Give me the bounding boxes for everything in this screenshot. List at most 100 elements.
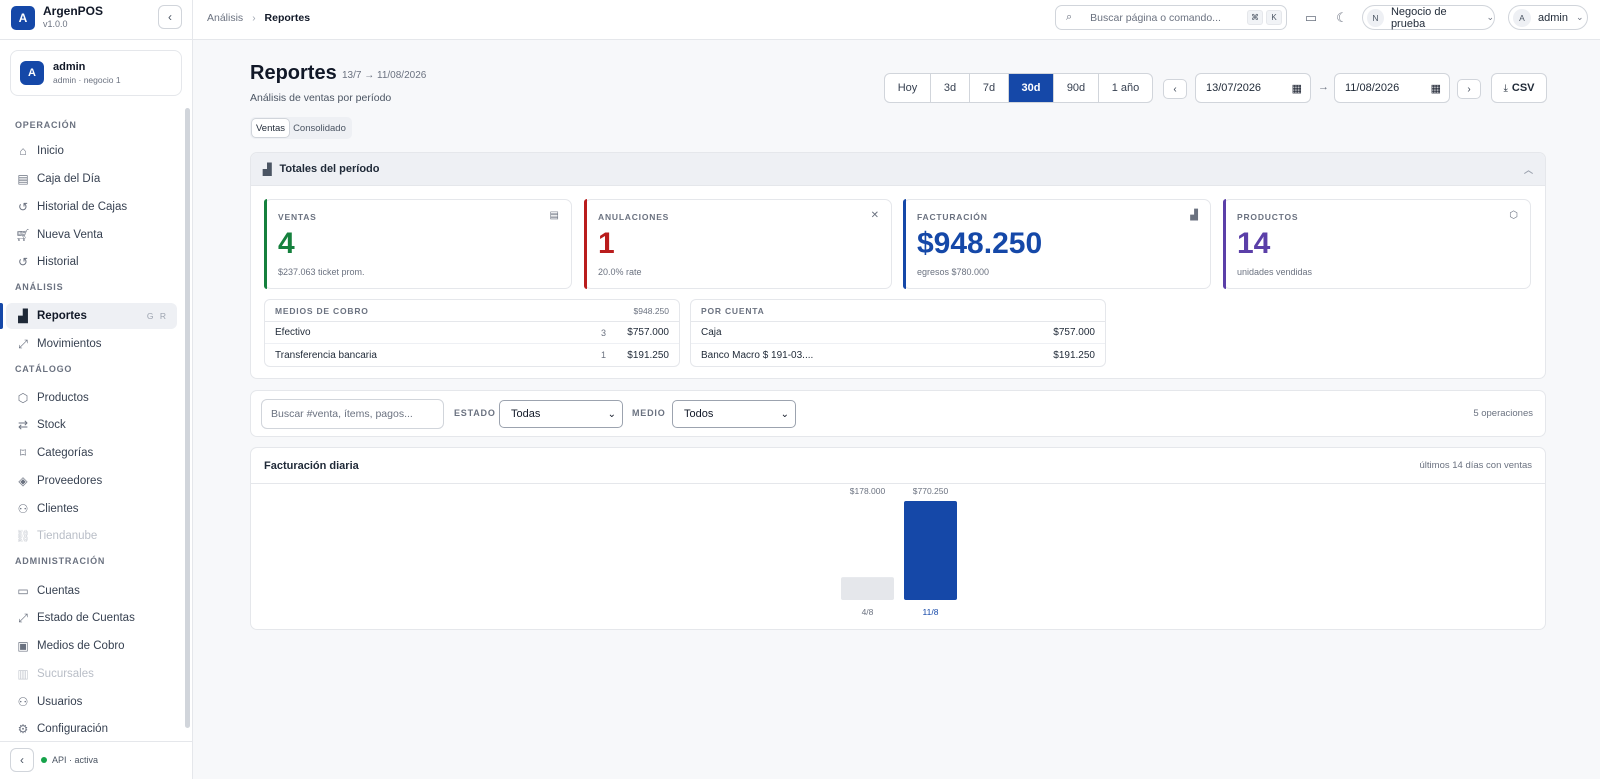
business-selector[interactable]: N Negocio de prueba ⌄ xyxy=(1362,5,1495,30)
estado-value: Todas xyxy=(511,408,541,420)
download-icon: ⤓ xyxy=(1503,82,1508,94)
period-30d[interactable]: 30d xyxy=(1009,74,1054,102)
calendar-icon[interactable]: ▦ xyxy=(1430,82,1441,95)
api-status-label: API · activa xyxy=(52,755,99,765)
sidebar-item-label: Configuración xyxy=(37,723,108,735)
sidebar-item-clientes[interactable]: ⚇ Clientes xyxy=(6,496,177,522)
sidebar-item-cuentas[interactable]: ▭ Cuentas xyxy=(6,578,177,604)
arrows-icon: ⤢ xyxy=(18,336,28,351)
divider xyxy=(251,483,1545,484)
next-period-button[interactable]: › xyxy=(1457,79,1481,99)
sidebar-item-nueva-venta[interactable]: 🛒︎ Nueva Venta xyxy=(6,222,177,248)
chevron-left-icon: ‹ xyxy=(1173,83,1177,95)
sidebar-item-label: Estado de Cuentas xyxy=(37,612,135,624)
sidebar-item-medios-de-cobro[interactable]: ▣ Medios de Cobro xyxy=(6,633,177,659)
sidebar-item-estado-de-cuentas[interactable]: ⤢ Estado de Cuentas xyxy=(6,605,177,631)
medio-select[interactable]: Todos ⌄ xyxy=(672,400,796,428)
sidebar-item-configuracion[interactable]: ⚙ Configuración xyxy=(6,716,177,742)
command-search[interactable]: ⌕ Buscar página o comando... ⌘ K xyxy=(1055,5,1287,30)
brand[interactable]: A ArgenPOS v1.0.0 xyxy=(11,5,103,30)
nav-section-operacion: OPERACIÓN xyxy=(15,120,77,130)
api-status: API · activa xyxy=(41,755,98,765)
row-amount: $757.000 xyxy=(627,327,669,338)
active-indicator xyxy=(0,303,3,329)
sidebar-footer: ‹ API · activa xyxy=(0,741,193,779)
cash-icon: ▣ xyxy=(17,639,29,653)
avatar: A xyxy=(20,61,44,85)
sidebar-scrollbar[interactable] xyxy=(185,108,190,728)
date-from-input[interactable]: 13/07/2026 ▦ xyxy=(1195,73,1311,103)
collapse-sidebar-button[interactable]: ‹ xyxy=(158,5,182,29)
csv-export-button[interactable]: ⤓ CSV xyxy=(1491,73,1547,103)
chart-bar[interactable] xyxy=(841,577,894,600)
chevron-up-icon[interactable]: ︿ xyxy=(1523,164,1533,175)
date-arrow: → xyxy=(1318,81,1329,93)
brand-version: v1.0.0 xyxy=(43,19,68,29)
period-hoy[interactable]: Hoy xyxy=(885,74,931,102)
sidebar-item-movimientos[interactable]: ⤢ Movimientos xyxy=(6,331,177,357)
kpi-sub: egresos $780.000 xyxy=(917,267,990,277)
chevron-down-icon: ⌄ xyxy=(1575,12,1584,22)
collapse-footer-button[interactable]: ‹ xyxy=(10,748,34,772)
sidebar-item-label: Historial xyxy=(37,256,79,268)
date-from-value: 13/07/2026 xyxy=(1206,82,1262,94)
nav-section-administracion: ADMINISTRACIÓN xyxy=(15,556,106,566)
table-row: Transferencia bancaria 1 $191.250 xyxy=(265,344,679,366)
chart-bar[interactable] xyxy=(904,501,957,600)
sidebar: A ArgenPOS v1.0.0 ‹ A admin admin · nego… xyxy=(0,0,193,779)
tab-consolidado[interactable]: Consolidado xyxy=(293,122,346,134)
sidebar-item-label: Stock xyxy=(37,419,66,431)
page-range: 13/7 → 11/08/2026 xyxy=(342,70,427,81)
prev-period-button[interactable]: ‹ xyxy=(1163,79,1187,99)
bar-chart-icon: ▟ xyxy=(18,309,28,323)
sidebar-item-inicio[interactable]: ⌂ Inicio xyxy=(6,138,177,164)
totals-panel: ▟ Totales del período ︿ VENTAS ▤ 4 $237.… xyxy=(250,152,1546,379)
sidebar-item-proveedores[interactable]: ◈ Proveedores xyxy=(6,468,177,494)
user-subtitle: admin · negocio 1 xyxy=(53,74,121,85)
payment-methods-table: MEDIOS DE COBRO $948.250 Efectivo 3 $757… xyxy=(264,299,680,367)
period-7d[interactable]: 7d xyxy=(970,74,1009,102)
period-3d[interactable]: 3d xyxy=(931,74,970,102)
sidebar-item-label: Usuarios xyxy=(37,696,83,708)
sidebar-item-reportes[interactable]: ▟ Reportes G R xyxy=(6,303,177,329)
sidebar-item-categorias[interactable]: ⌑ Categorías xyxy=(6,440,177,466)
chart-title: Facturación diaria xyxy=(264,460,359,472)
table-title: POR CUENTA xyxy=(701,305,765,316)
bar-chart-icon: ▟ xyxy=(1190,210,1198,221)
sidebar-item-historial[interactable]: ↺ Historial xyxy=(6,249,177,275)
receipt-display-icon[interactable]: ▭ xyxy=(1304,10,1318,25)
row-count: 3 xyxy=(600,327,606,338)
kpi-label: PRODUCTOS xyxy=(1237,212,1299,222)
sidebar-item-productos[interactable]: ⬡ Productos xyxy=(6,385,177,411)
row-amount: $191.250 xyxy=(627,349,669,361)
sidebar-item-label: Reportes xyxy=(37,310,87,322)
swap-icon: ⇄ xyxy=(17,418,29,432)
sidebar-item-usuarios[interactable]: ⚇ Usuarios xyxy=(6,689,177,715)
chart-category-label: 11/8 xyxy=(923,607,939,617)
sidebar-item-stock[interactable]: ⇄ Stock xyxy=(6,412,177,438)
calendar-icon[interactable]: ▦ xyxy=(1291,82,1302,95)
period-90d[interactable]: 90d xyxy=(1054,74,1099,102)
medio-value: Todos xyxy=(684,408,714,420)
row-name: Efectivo xyxy=(275,327,311,338)
operations-search-input[interactable]: Buscar #venta, ítems, pagos... xyxy=(261,399,444,429)
kpi-label: VENTAS xyxy=(278,212,317,222)
user-card[interactable]: A admin admin · negocio 1 xyxy=(10,50,182,96)
home-icon: ⌂ xyxy=(19,144,27,158)
topbar: Análisis › Reportes ⌕ Buscar página o co… xyxy=(193,0,1600,40)
sidebar-item-historial-de-cajas[interactable]: ↺ Historial de Cajas xyxy=(6,194,177,220)
sidebar-item-caja-del-dia[interactable]: ▤ Caja del Día xyxy=(6,166,177,192)
estado-select[interactable]: Todas ⌄ xyxy=(499,400,623,428)
breadcrumb-parent[interactable]: Análisis xyxy=(207,12,244,24)
kpi-facturacion: FACTURACIÓN ▟ $948.250 egresos $780.000 xyxy=(903,199,1211,289)
nav-section-catalogo: CATÁLOGO xyxy=(15,364,73,374)
period-1-ano[interactable]: 1 año xyxy=(1111,82,1140,94)
table-header: MEDIOS DE COBRO $948.250 xyxy=(265,300,679,322)
moon-icon[interactable]: ☾ xyxy=(1336,10,1348,25)
totals-panel-header[interactable]: ▟ Totales del período ︿ xyxy=(251,153,1545,186)
chevron-down-icon: ⌄ xyxy=(780,408,789,420)
date-to-input[interactable]: 11/08/2026 ▦ xyxy=(1334,73,1450,103)
bar-chart-icon: ▟ xyxy=(263,163,272,176)
tab-ventas[interactable]: Ventas xyxy=(252,119,290,137)
account-menu[interactable]: A admin ⌄ xyxy=(1508,5,1588,30)
